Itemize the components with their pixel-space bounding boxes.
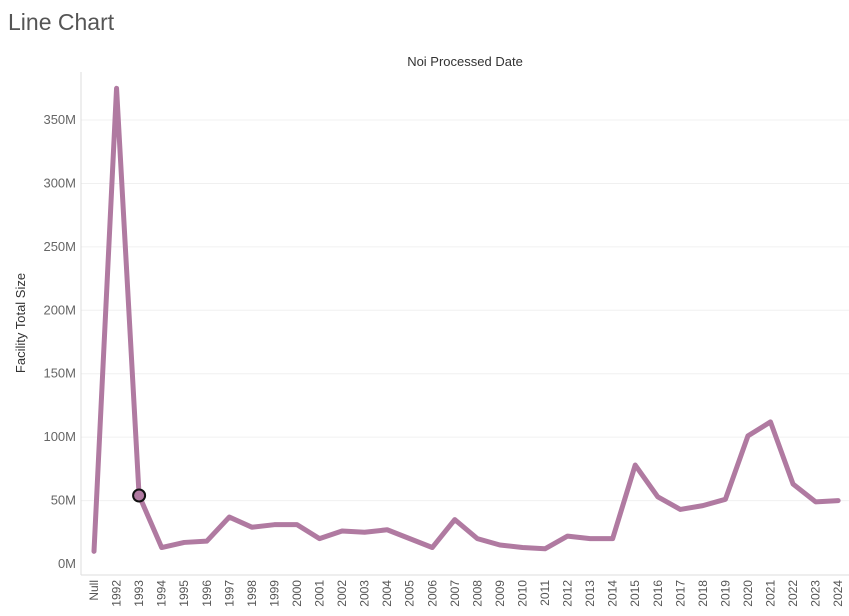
- x-tick-label: 2001: [313, 580, 327, 607]
- y-tick-label: 200M: [43, 302, 76, 317]
- x-tick-labels: Null 1992 1993 1994 1995 1996 1997 1998 1999 2000…: [87, 580, 845, 607]
- x-tick-label: 2009: [493, 580, 507, 607]
- x-tick-label: 2022: [786, 580, 800, 607]
- y-tick-label: 100M: [43, 429, 76, 444]
- data-point[interactable]: [268, 519, 280, 531]
- x-tick-label: 1997: [222, 580, 236, 607]
- data-point[interactable]: [201, 535, 213, 547]
- x-tick-label: 2017: [673, 580, 687, 607]
- data-point[interactable]: [246, 521, 258, 533]
- data-point[interactable]: [449, 514, 461, 526]
- data-point[interactable]: [719, 493, 731, 505]
- x-tick-label: 2018: [696, 580, 710, 607]
- x-tick-label: 1996: [200, 580, 214, 607]
- x-tick-label: 2020: [741, 580, 755, 607]
- data-point[interactable]: [223, 511, 235, 523]
- x-tick-label: 2021: [764, 580, 778, 607]
- data-point[interactable]: [336, 525, 348, 537]
- data-point[interactable]: [381, 524, 393, 536]
- x-tick-label: 2005: [403, 580, 417, 607]
- x-tick-label: Null: [87, 580, 101, 601]
- data-point[interactable]: [652, 491, 664, 503]
- x-tick-label: 1993: [132, 580, 146, 607]
- data-point[interactable]: [471, 533, 483, 545]
- x-tick-label: 2011: [538, 580, 552, 606]
- data-point[interactable]: [787, 478, 799, 490]
- x-tick-label: 2013: [583, 580, 597, 607]
- data-point[interactable]: [516, 542, 528, 554]
- data-point[interactable]: [494, 539, 506, 551]
- data-point[interactable]: [539, 543, 551, 555]
- x-tick-label: 2004: [380, 580, 394, 607]
- x-tick-label: 2006: [425, 580, 439, 607]
- x-tick-label: 2012: [561, 580, 575, 607]
- data-point[interactable]: [742, 430, 754, 442]
- data-point[interactable]: [178, 536, 190, 548]
- data-point[interactable]: [88, 545, 100, 557]
- x-tick-label: 1992: [110, 580, 124, 607]
- data-point[interactable]: [697, 500, 709, 512]
- data-point[interactable]: [562, 530, 574, 542]
- y-tick-label: 0M: [58, 556, 76, 571]
- marker-layer: [132, 488, 147, 503]
- x-tick-label: 2002: [335, 580, 349, 607]
- y-tick-label: 300M: [43, 175, 76, 190]
- x-tick-label: 1994: [155, 580, 169, 607]
- data-point[interactable]: [314, 533, 326, 545]
- y-tick-label: 250M: [43, 239, 76, 254]
- data-point[interactable]: [426, 542, 438, 554]
- y-axis-label: Facility Total Size: [13, 273, 28, 373]
- page-title: Line Chart: [8, 9, 115, 35]
- x-tick-label: 2023: [809, 580, 823, 607]
- data-point[interactable]: [832, 495, 844, 507]
- x-tick-label: 1995: [177, 580, 191, 607]
- data-point[interactable]: [404, 533, 416, 545]
- x-tick-label: 1998: [245, 580, 259, 607]
- y-tick-label: 150M: [43, 366, 76, 381]
- series-line[interactable]: [91, 85, 841, 554]
- x-tick-label: 2014: [606, 580, 620, 607]
- data-point[interactable]: [291, 519, 303, 531]
- x-tick-label: 2010: [515, 580, 529, 607]
- grid-lines: [81, 119, 849, 502]
- data-point[interactable]: [810, 496, 822, 508]
- data-point[interactable]: [111, 82, 123, 94]
- data-point[interactable]: [629, 459, 641, 471]
- data-point[interactable]: [607, 533, 619, 545]
- data-point[interactable]: [156, 542, 168, 554]
- data-point[interactable]: [359, 526, 371, 538]
- x-tick-label: 2008: [470, 580, 484, 607]
- data-point[interactable]: [765, 416, 777, 428]
- data-point[interactable]: [584, 533, 596, 545]
- x-tick-label: 2024: [831, 580, 845, 607]
- x-tick-label: 1999: [267, 580, 281, 607]
- y-tick-label: 50M: [51, 493, 76, 508]
- x-tick-label: 2019: [718, 580, 732, 607]
- y-tick-labels: 0M 50M 100M 150M 200M 250M 300M 350M: [43, 112, 76, 571]
- x-tick-label: 2003: [358, 580, 372, 607]
- x-tick-label: 2000: [290, 580, 304, 607]
- x-tick-label: 2007: [448, 580, 462, 607]
- y-tick-label: 350M: [43, 112, 76, 127]
- x-tick-label: 2015: [628, 580, 642, 607]
- series-layer: [88, 82, 844, 557]
- highlighted-data-point[interactable]: [132, 488, 147, 503]
- chart-title: Noi Processed Date: [407, 54, 523, 69]
- x-tick-label: 2016: [651, 580, 665, 607]
- data-point[interactable]: [674, 503, 686, 515]
